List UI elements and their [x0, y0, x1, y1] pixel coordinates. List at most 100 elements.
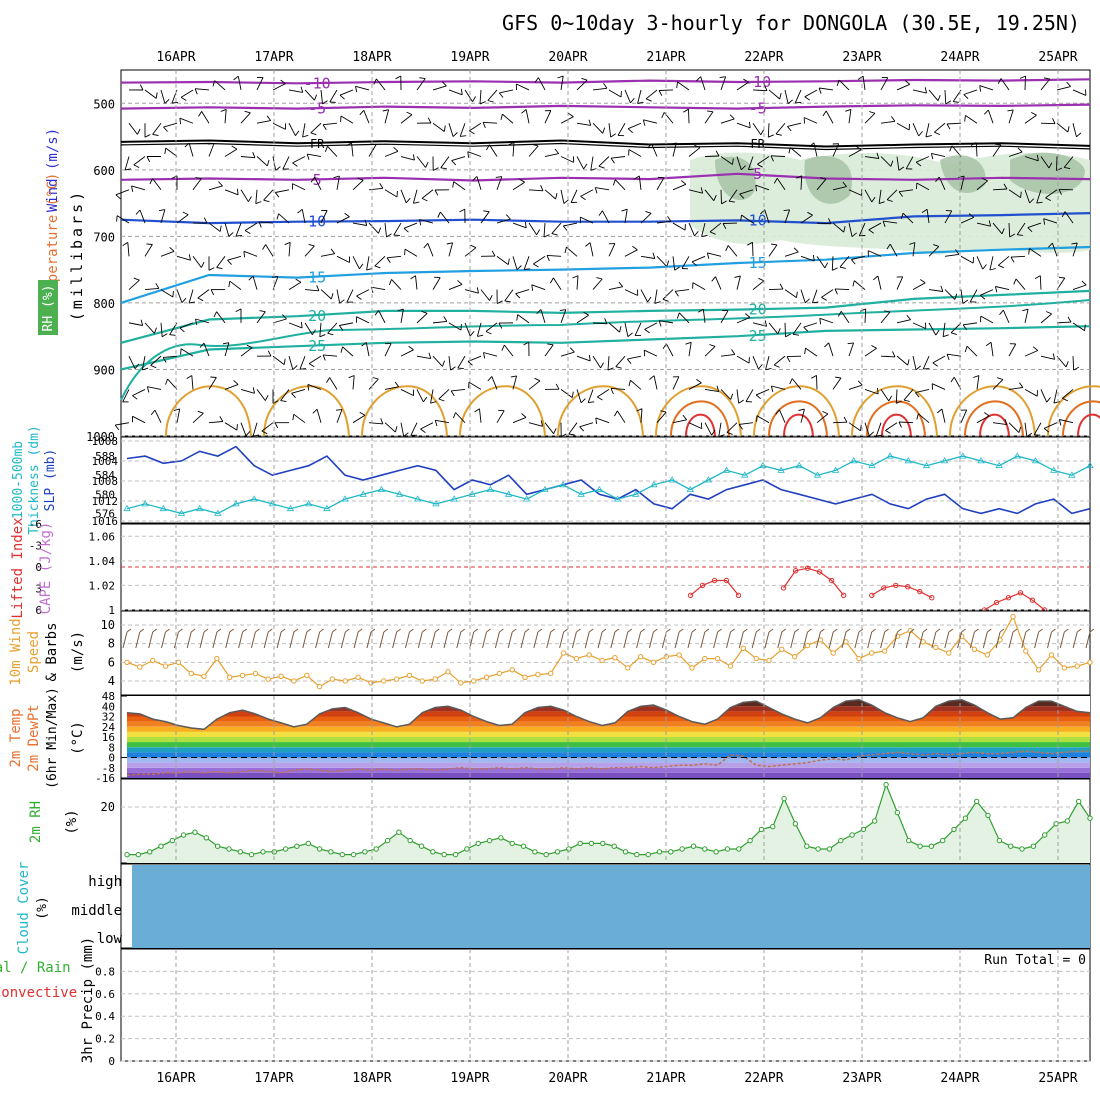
wind-barb: [128, 355, 136, 369]
wind-barb-flag: [374, 310, 379, 316]
wind-barb-flag: [364, 219, 368, 226]
wind10-barb-flag: [986, 628, 992, 633]
wind-barb: [800, 408, 805, 423]
wind-barb-flag: [868, 229, 874, 234]
wind-barb: [831, 256, 834, 271]
wind-barb: [627, 355, 642, 360]
wind-barb: [304, 245, 315, 257]
rh-point: [1042, 832, 1048, 838]
wind-barb: [592, 122, 604, 134]
wind-barb: [568, 422, 578, 435]
wind-barb: [1056, 86, 1071, 91]
wind-barb: [1024, 114, 1037, 124]
wind-barb-flag: [327, 332, 334, 336]
wind-barb: [167, 378, 178, 390]
wind10-point: [471, 678, 477, 684]
wind10-barb: [507, 631, 513, 649]
wind-barb-flag: [598, 210, 603, 216]
slp-tick: 1008: [92, 435, 119, 448]
bottom-date-label: 19APR: [450, 1071, 489, 1086]
wind10-barb-flag: [190, 628, 196, 633]
wind-barb: [256, 389, 266, 401]
wind-barb: [304, 322, 313, 335]
lifted-tick: -6: [29, 518, 42, 531]
wind-barb: [752, 122, 762, 136]
wind-barb: [203, 342, 210, 357]
wind-barb: [365, 342, 370, 357]
wind-barb-flag: [335, 409, 343, 411]
wind-barb: [992, 379, 1004, 390]
wind10-barb-flag: [627, 628, 633, 633]
wind-barb-flag: [379, 183, 384, 189]
wind-barb: [816, 413, 829, 424]
wind-barb: [356, 316, 370, 324]
wind-barb-flag: [1004, 418, 1008, 425]
wind10-barb-flag: [794, 628, 800, 633]
wind-barb: [400, 309, 404, 323]
rh2m-label: 2m RH: [28, 801, 44, 843]
wind10-barb-flag: [550, 628, 556, 633]
wind-barb-flag: [884, 310, 891, 313]
wind-barb-flag: [1048, 162, 1053, 169]
wind-barb-flag: [179, 118, 182, 125]
rh-point: [668, 849, 674, 855]
wind10-point: [714, 655, 721, 662]
wind-barb-flag: [789, 378, 793, 385]
wind10-barb: [1034, 631, 1040, 649]
isotherm-label: FR: [310, 137, 325, 151]
wind-barb: [658, 89, 674, 91]
thickness-marker: [904, 457, 913, 464]
wind10-barb: [713, 631, 719, 649]
wind-barb: [400, 349, 414, 357]
wind-barb: [832, 222, 844, 233]
wind-barb-flag: [745, 313, 751, 318]
wind-barb: [515, 289, 530, 295]
precip-tick: 0: [108, 1055, 115, 1068]
wind10-point: [650, 659, 657, 665]
rh-point: [441, 851, 447, 858]
wind10-barb-flag: [293, 628, 299, 633]
wind-barb-flag: [950, 376, 955, 383]
wind-barb: [576, 355, 591, 362]
isotherm-label: -5: [308, 100, 326, 118]
wind-barb-flag: [706, 252, 710, 259]
wind-barb: [976, 375, 980, 390]
wind-barb: [512, 375, 518, 390]
rh-point: [634, 851, 640, 858]
wind-barb: [416, 312, 428, 324]
wind10-barb: [1085, 631, 1091, 649]
wind-barb: [308, 355, 322, 364]
wind-barb-flag: [1036, 201, 1043, 204]
wind-barb-flag: [983, 109, 989, 115]
wind10-barb-flag: [1064, 628, 1069, 633]
top-date-label: 21APR: [646, 50, 685, 65]
wind10-barb: [559, 631, 565, 649]
wind-barb: [323, 122, 338, 126]
rh-point: [838, 837, 844, 844]
wind-barb: [192, 178, 202, 191]
wind-tick: 6: [108, 655, 115, 669]
wind-barb-flag: [547, 343, 554, 346]
wind-barb-flag: [738, 424, 743, 430]
wind10-barb: [571, 631, 577, 649]
wind-barb: [280, 389, 290, 401]
wind-barb: [384, 386, 399, 390]
wind-barb: [895, 389, 898, 404]
wind-barb-flag: [685, 341, 692, 345]
wind-barb-flag: [483, 352, 486, 359]
pressure-tick-label: 900: [93, 363, 115, 377]
wind-barb: [329, 377, 338, 390]
wind-barb: [688, 222, 695, 237]
wind-barb: [216, 311, 226, 324]
wind10-barb: [648, 631, 654, 649]
isotherm-label: 25: [749, 327, 767, 345]
wind-barb-flag: [271, 276, 279, 278]
wind-barb: [544, 422, 554, 434]
wind-barb-flag: [1067, 126, 1070, 133]
wind-barb-flag: [807, 211, 813, 216]
wind-barb: [416, 389, 424, 403]
wind-barb: [314, 177, 322, 190]
wind-barb: [336, 255, 350, 263]
wind-barb: [624, 89, 631, 104]
